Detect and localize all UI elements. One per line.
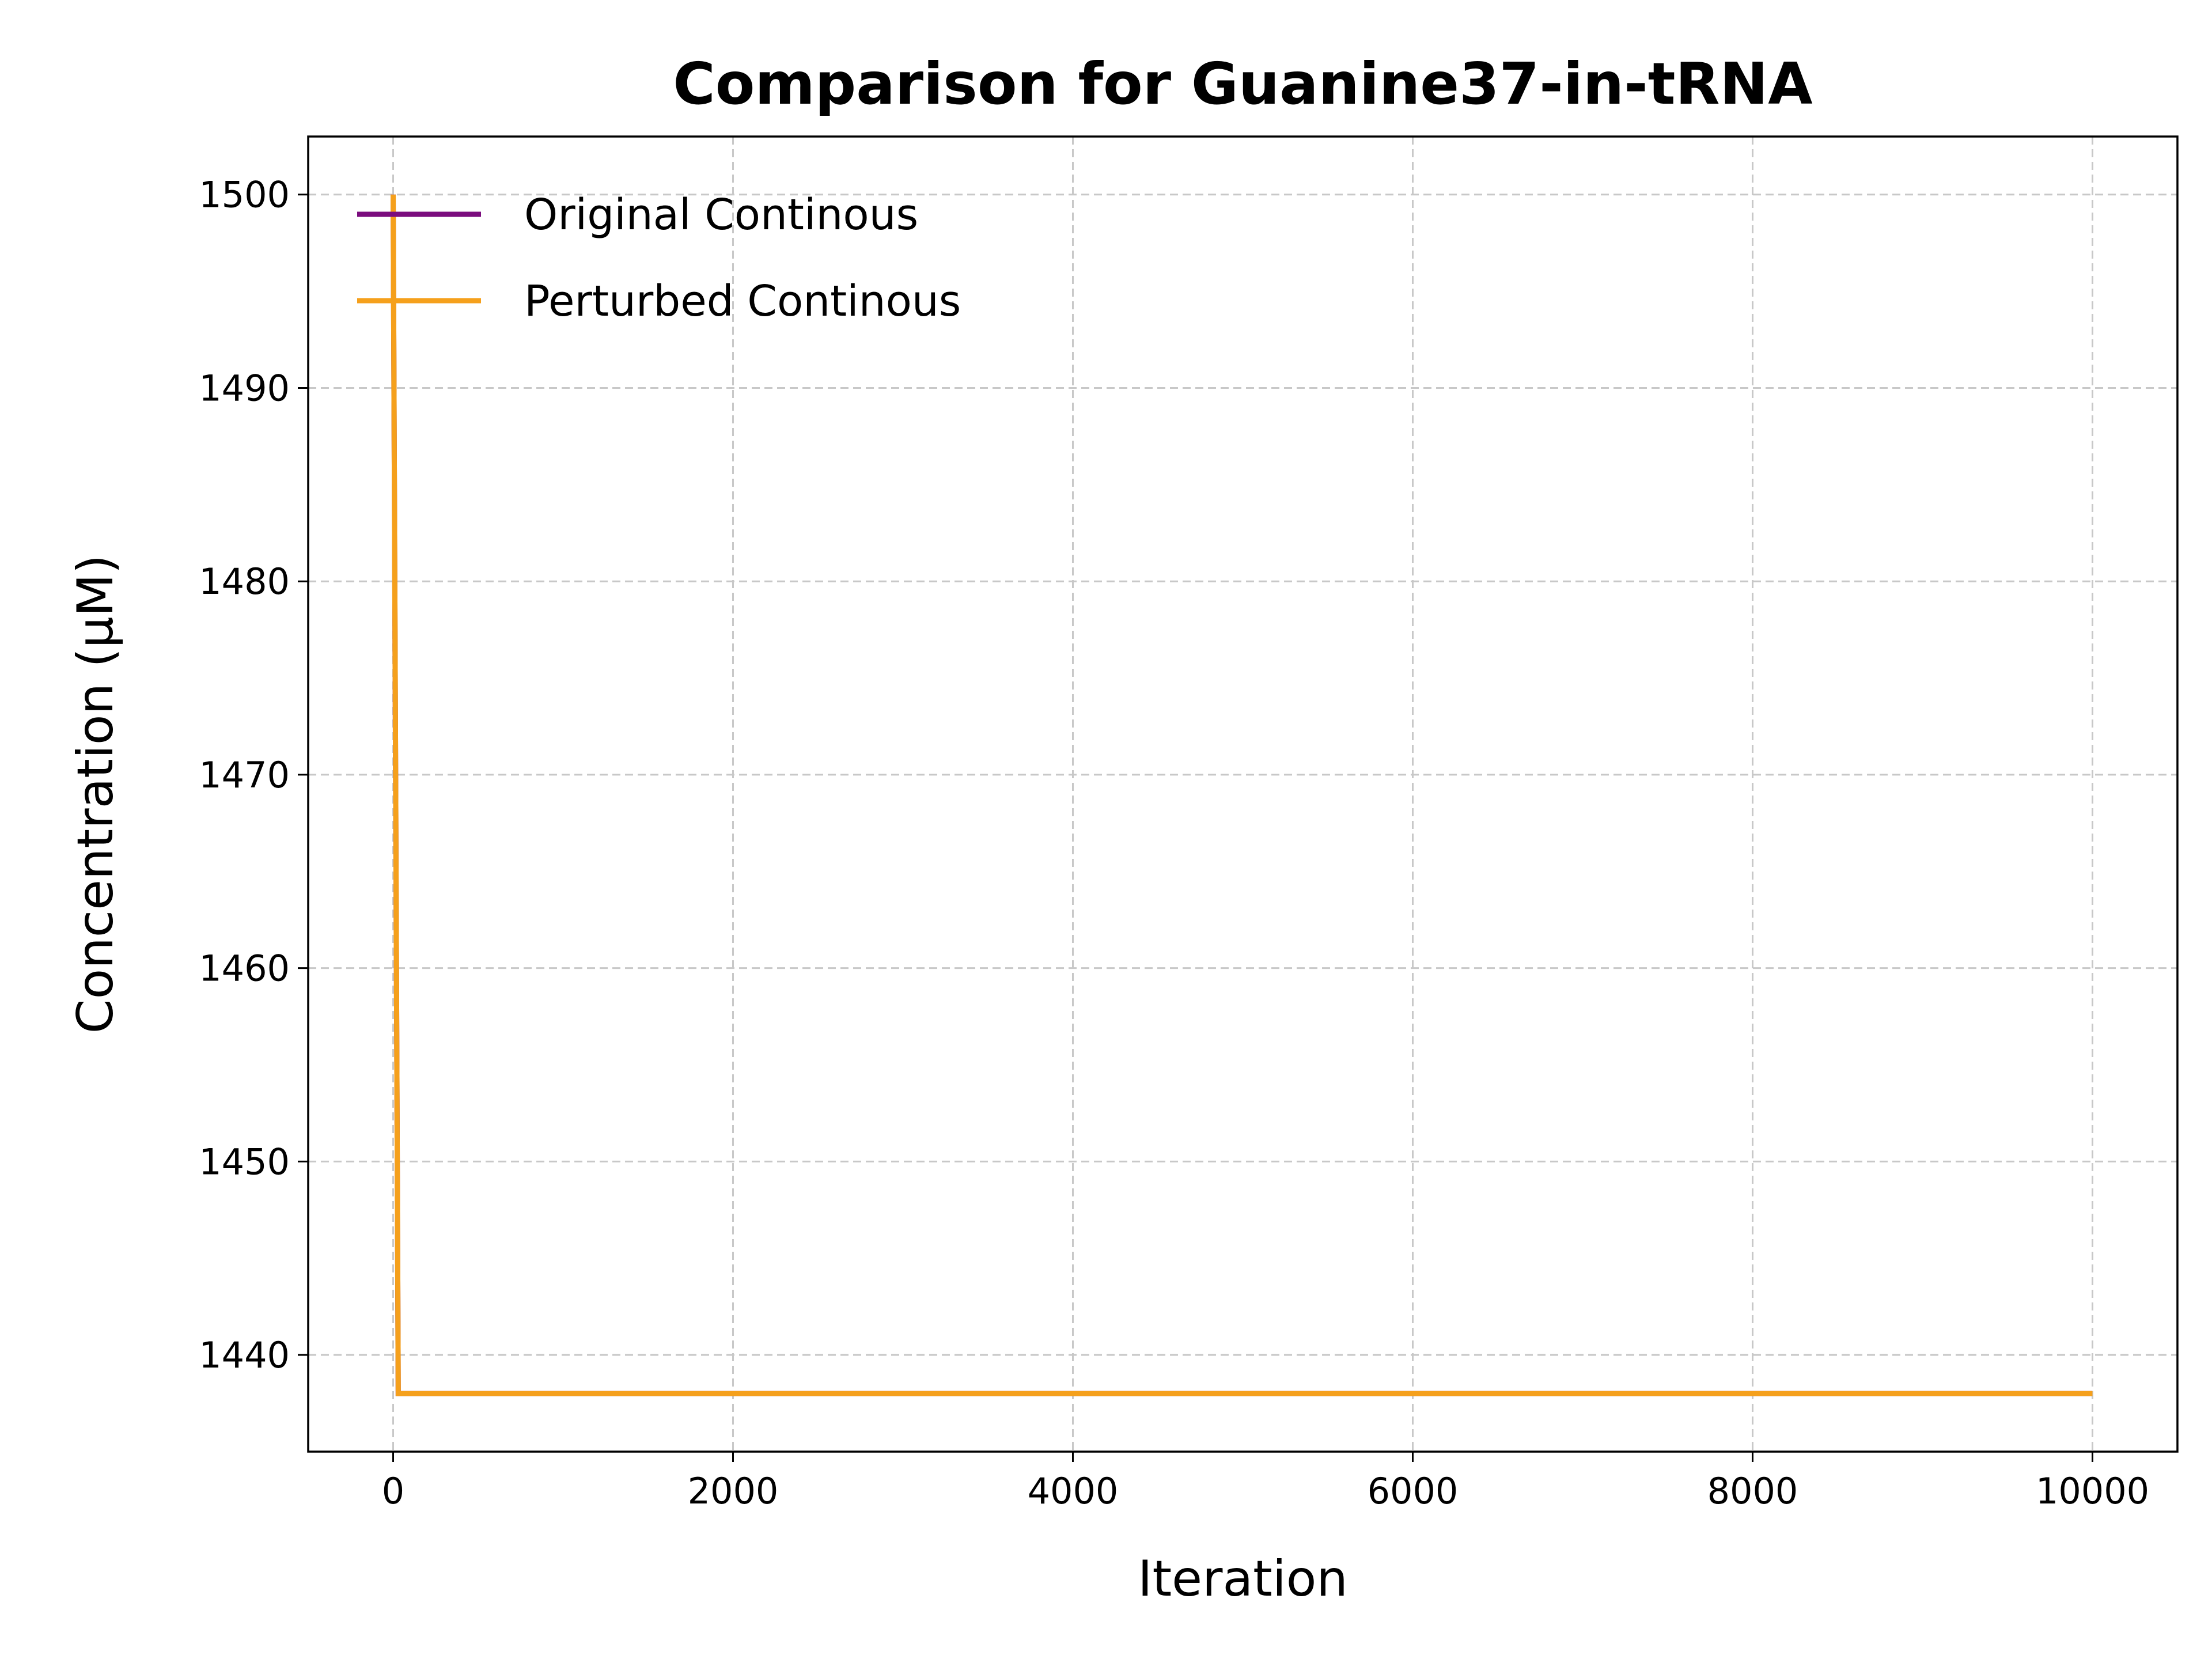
ticks: 0 2000 4000 6000 8000 10000 1440 1450 1460 1470 14… (199, 174, 2149, 1512)
legend-label-1: Original Continous (524, 190, 918, 240)
y-axis-label: Concentration (μM) (67, 555, 124, 1034)
grid (308, 137, 2177, 1452)
legend-label-2: Perturbed Continous (524, 276, 961, 326)
y-tick-label: 1500 (199, 174, 290, 216)
y-tick-label: 1450 (199, 1141, 290, 1183)
x-tick-label: 10000 (2036, 1470, 2149, 1512)
y-tick-label: 1470 (199, 754, 290, 796)
chart-title: Comparison for Guanine37-in-tRNA (673, 50, 1812, 118)
y-tick-label: 1480 (199, 560, 290, 603)
x-tick-label: 8000 (1707, 1470, 1798, 1512)
x-tick-label: 0 (382, 1470, 404, 1512)
series-line-1 (391, 194, 2093, 1396)
y-tick-label: 1440 (199, 1334, 290, 1376)
series-layer (391, 194, 2093, 1396)
x-tick-label: 2000 (688, 1470, 779, 1512)
legend: Original Continous Perturbed Continous (357, 190, 961, 326)
y-tick-label: 1460 (199, 948, 290, 990)
series-line-2 (391, 194, 2093, 1396)
y-tick-label: 1490 (199, 367, 290, 409)
x-tick-label: 4000 (1028, 1470, 1119, 1512)
plot-frame (307, 135, 2179, 1453)
x-axis-label: Iteration (1138, 1550, 1348, 1608)
x-tick-label: 6000 (1368, 1470, 1459, 1512)
